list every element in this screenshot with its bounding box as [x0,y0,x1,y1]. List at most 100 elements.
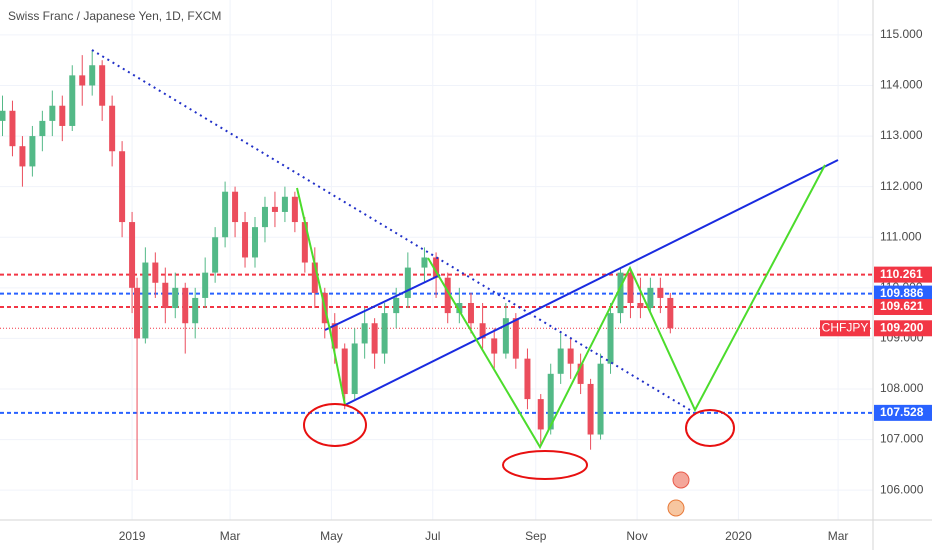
candle-body [433,257,440,278]
candle-body [129,222,136,288]
channel-line [324,274,441,331]
x-tick-label: 2019 [119,529,146,543]
candle-body [467,302,474,324]
candle-body [79,75,86,86]
price-label: 109.886 [880,286,924,300]
candle-body [587,383,594,435]
candle-body [152,262,159,283]
candle-body [502,318,509,354]
candle-body [271,206,278,212]
symbol-box [820,320,870,337]
drawings [91,49,839,517]
candle-body [421,257,428,268]
candle-body [291,196,298,223]
candle-body [252,227,259,258]
icon[interactable] [667,499,685,517]
candle-body [222,191,229,238]
price-label-box [874,298,932,315]
candle-body [524,358,531,400]
channel-line [344,159,839,406]
candle-body [162,282,169,309]
candle-body [9,110,16,147]
candle-body [381,313,388,354]
candle-body [547,373,554,430]
candle-body [647,287,654,309]
candle-body [29,136,36,167]
candle-body [39,120,46,137]
candle-body [19,146,26,167]
candle-body [301,222,308,263]
price-label-box [874,285,932,302]
candle-body [89,65,96,86]
candle-body [371,323,378,354]
candle-body [0,110,6,121]
candle-body [557,348,564,374]
circle-mark [303,403,367,447]
candle-body [281,196,288,212]
zigzag [296,187,346,406]
candle-body [627,272,634,303]
trend-line [91,49,691,411]
candle-body [361,323,368,344]
y-tick-label: 111.000 [880,229,922,243]
candle-body [331,323,338,349]
icon[interactable] [672,471,690,489]
price-label-box [874,320,932,337]
candle-body [49,105,56,121]
y-tick-label: 113.000 [880,128,923,142]
candle-body [607,313,614,364]
candle-body [512,318,519,359]
candle-body [577,363,584,384]
candle-body [69,75,76,126]
candle-body [119,151,126,223]
candle-body [134,287,141,339]
candle-body [341,348,348,395]
candle-body [261,206,268,228]
candle-body [404,267,411,298]
candle-body [232,191,239,223]
candle-body [456,302,463,314]
price-label: 109.621 [880,299,924,313]
candle-body [142,262,149,339]
y-tick-label: 114.000 [880,78,923,92]
candle-body [617,272,624,314]
price-label-box [874,404,932,421]
candle-body [59,105,66,126]
zigzag [427,164,826,450]
x-tick-label: Mar [220,529,241,543]
candle-body [491,338,498,354]
candle-body [479,323,486,339]
x-tick-label: May [320,529,343,543]
circle-mark [502,450,588,480]
candle-body [182,287,189,324]
price-label: 110.261 [880,267,923,281]
y-tick-label: 106.000 [880,482,924,496]
x-tick-label: Mar [828,529,849,543]
candle-body [444,277,451,314]
candle-body [657,287,664,298]
candle-body [202,272,209,298]
candle-body [109,105,116,152]
candle-body [393,297,400,314]
candle-body [667,297,674,329]
price-label: 107.528 [880,405,924,419]
price-label: 109.200 [880,320,924,334]
candle-body [597,363,604,435]
candle-body [172,287,179,309]
candle-body [99,65,106,106]
chart-title: Swiss Franc / Japanese Yen, 1D, FXCM [8,9,221,23]
circle-mark [685,409,735,447]
candle-body [212,237,219,273]
y-tick-label: 107.000 [880,432,924,446]
candle-body [537,399,544,430]
candle-body [351,343,358,395]
price-label-box [874,266,932,283]
y-tick-label: 115.000 [880,27,923,41]
candle-body [311,262,318,293]
symbol-label: CHFJPY [822,320,869,334]
y-tick-label: 108.000 [880,381,924,395]
y-tick-label: 112.000 [880,179,923,193]
axes: 106.000107.000108.000109.000110.000111.0… [119,27,932,543]
x-tick-label: Sep [525,529,547,543]
